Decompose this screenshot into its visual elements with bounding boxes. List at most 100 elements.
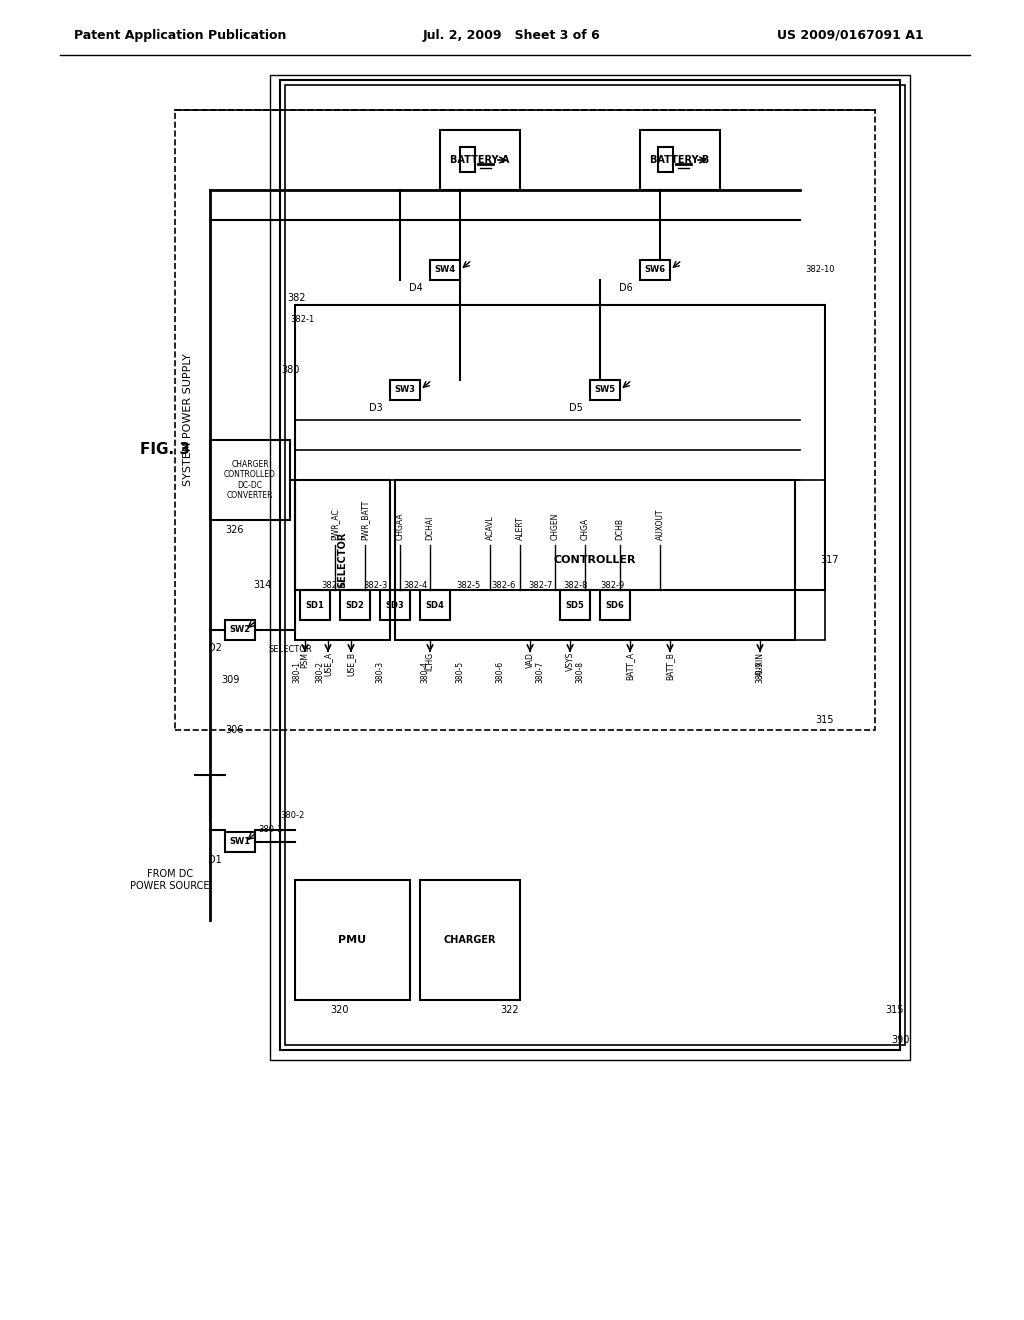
- Text: VSYS: VSYS: [565, 652, 574, 672]
- Text: 315: 315: [886, 1005, 904, 1015]
- Text: CONTROLLER: CONTROLLER: [554, 554, 636, 565]
- Bar: [295, 480, 390, 640]
- Text: D4: D4: [410, 282, 423, 293]
- Text: ALERT: ALERT: [515, 516, 524, 540]
- Text: VAD: VAD: [525, 652, 535, 668]
- Text: 380-5: 380-5: [456, 661, 465, 682]
- Text: 380-8: 380-8: [575, 661, 585, 682]
- Text: 380-1: 380-1: [293, 661, 301, 682]
- Text: 320: 320: [331, 1005, 349, 1015]
- Text: 314: 314: [254, 579, 272, 590]
- Text: 380-7: 380-7: [536, 661, 545, 682]
- Text: 306: 306: [226, 725, 244, 735]
- Text: USE_B: USE_B: [346, 652, 355, 676]
- Text: SW5: SW5: [595, 385, 615, 395]
- Text: D2: D2: [208, 643, 222, 653]
- Text: 382-2: 382-2: [321, 581, 345, 590]
- Text: SD4: SD4: [426, 601, 444, 610]
- Text: SD5: SD5: [565, 601, 585, 610]
- Text: 390: 390: [891, 1035, 909, 1045]
- Text: CHGA: CHGA: [581, 517, 590, 540]
- Text: 380-2: 380-2: [315, 661, 325, 682]
- Text: 380-9: 380-9: [756, 661, 765, 682]
- Text: PWR_BATT: PWR_BATT: [360, 500, 370, 540]
- Bar: [270, 75, 910, 1060]
- Text: AUXOUT: AUXOUT: [655, 508, 665, 540]
- Text: 380-1: 380-1: [258, 825, 283, 834]
- Bar: [285, 84, 905, 1045]
- Text: CHGEN: CHGEN: [551, 512, 559, 540]
- Text: 380-4: 380-4: [421, 661, 429, 682]
- Text: SD6: SD6: [605, 601, 625, 610]
- Text: D5: D5: [569, 403, 583, 413]
- Text: SW3: SW3: [394, 385, 416, 395]
- Text: SD2: SD2: [345, 601, 365, 610]
- Text: CHGAA: CHGAA: [395, 512, 404, 540]
- Text: AUXIN: AUXIN: [756, 652, 765, 676]
- Bar: [420, 880, 520, 1001]
- Text: 309: 309: [221, 675, 240, 685]
- Text: 322: 322: [501, 1005, 519, 1015]
- Text: 382-10: 382-10: [805, 265, 835, 275]
- Bar: [225, 620, 255, 640]
- Text: 382: 382: [288, 293, 306, 304]
- Text: FROM DC
POWER SOURCE: FROM DC POWER SOURCE: [130, 869, 210, 891]
- Text: D6: D6: [620, 282, 633, 293]
- Text: Patent Application Publication: Patent Application Publication: [74, 29, 286, 41]
- Text: BATT_A: BATT_A: [626, 652, 635, 680]
- Bar: [600, 590, 630, 620]
- Text: ICHG: ICHG: [426, 652, 434, 671]
- Bar: [560, 590, 590, 620]
- Text: PWR_AC: PWR_AC: [331, 508, 340, 540]
- Text: CHARGER: CHARGER: [443, 935, 497, 945]
- Bar: [300, 590, 330, 620]
- Bar: [295, 305, 825, 590]
- Text: 315: 315: [816, 715, 835, 725]
- Text: SW1: SW1: [229, 837, 251, 846]
- Text: ACAVL: ACAVL: [485, 515, 495, 540]
- Text: 382-3: 382-3: [362, 581, 387, 590]
- Text: Jul. 2, 2009   Sheet 3 of 6: Jul. 2, 2009 Sheet 3 of 6: [423, 29, 601, 41]
- Bar: [430, 260, 460, 280]
- Text: 317: 317: [821, 554, 840, 565]
- Bar: [658, 147, 673, 172]
- Text: BATTERY A: BATTERY A: [451, 154, 510, 165]
- Bar: [590, 380, 620, 400]
- Text: 382-9: 382-9: [600, 581, 624, 590]
- Text: SYSTEM POWER SUPPLY: SYSTEM POWER SUPPLY: [183, 354, 193, 487]
- Text: FIG. 3: FIG. 3: [140, 442, 190, 458]
- Text: SELECTOR: SELECTOR: [268, 645, 312, 655]
- Text: SW4: SW4: [434, 265, 456, 275]
- Text: 382-8: 382-8: [563, 581, 587, 590]
- Text: 382-5: 382-5: [456, 581, 480, 590]
- Text: PSM: PSM: [300, 652, 309, 668]
- Text: SD1: SD1: [305, 601, 325, 610]
- Text: 382-1: 382-1: [290, 315, 314, 325]
- Text: USE_A: USE_A: [324, 652, 333, 676]
- Text: SW6: SW6: [644, 265, 666, 275]
- Text: 382-6: 382-6: [490, 581, 515, 590]
- Bar: [395, 480, 825, 640]
- Bar: [295, 880, 410, 1001]
- Bar: [640, 260, 670, 280]
- Bar: [175, 110, 874, 730]
- Text: D1: D1: [208, 855, 222, 865]
- Bar: [210, 440, 290, 520]
- Text: 382-4: 382-4: [402, 581, 427, 590]
- Text: 326: 326: [225, 525, 245, 535]
- Bar: [280, 81, 900, 1049]
- Text: 380-6: 380-6: [496, 661, 505, 682]
- Text: DCHB: DCHB: [615, 517, 625, 540]
- Bar: [440, 129, 520, 190]
- Text: 382-7: 382-7: [527, 581, 552, 590]
- Text: 380-3: 380-3: [376, 661, 384, 682]
- Bar: [395, 480, 795, 640]
- Text: BATTERY B: BATTERY B: [650, 154, 710, 165]
- Text: 380-2: 380-2: [280, 810, 304, 820]
- Bar: [340, 590, 370, 620]
- Text: SELECTOR: SELECTOR: [337, 532, 347, 589]
- Text: PMU: PMU: [338, 935, 366, 945]
- Text: CHARGER
CONTROLLED
DC-DC
CONVERTER: CHARGER CONTROLLED DC-DC CONVERTER: [224, 459, 275, 500]
- Text: D3: D3: [369, 403, 383, 413]
- Bar: [420, 590, 450, 620]
